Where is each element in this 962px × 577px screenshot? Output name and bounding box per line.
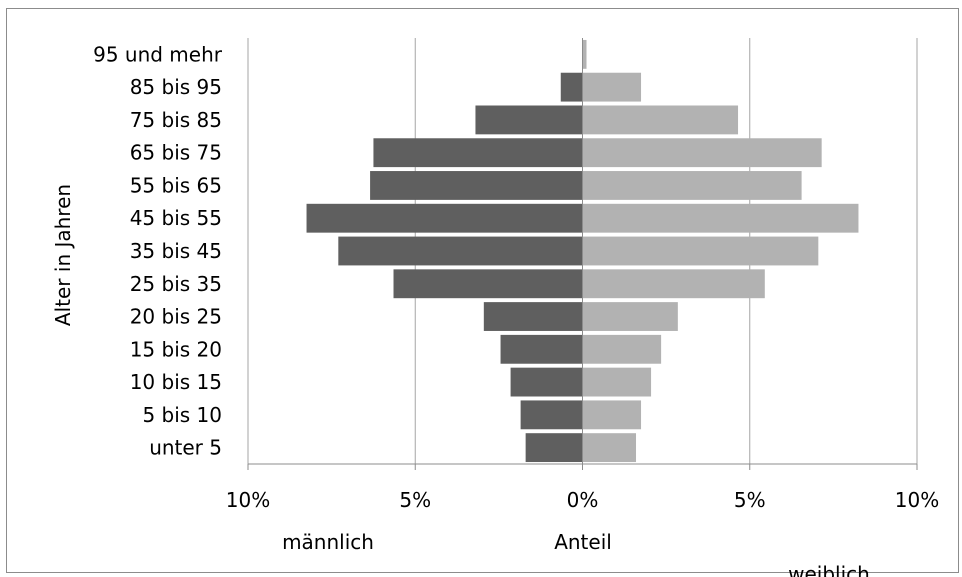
category-label-4: 20 bis 25 xyxy=(130,305,222,329)
x-tick-label-2: 0% xyxy=(567,488,599,512)
female-bar-4 xyxy=(582,302,678,331)
female-bar-10 xyxy=(582,105,739,135)
male-bar-10 xyxy=(475,105,583,135)
bars xyxy=(306,39,859,463)
category-label-2: 10 bis 15 xyxy=(130,370,222,394)
category-label-6: 35 bis 45 xyxy=(130,239,222,263)
male-bar-9 xyxy=(373,138,583,168)
x-tick-label-4: 10% xyxy=(895,488,939,512)
male-bar-11 xyxy=(560,72,583,102)
category-label-5: 25 bis 35 xyxy=(130,272,222,296)
male-bar-8 xyxy=(370,171,583,200)
category-label-10: 75 bis 85 xyxy=(130,108,222,132)
category-label-7: 45 bis 55 xyxy=(130,206,222,230)
male-bar-4 xyxy=(483,302,583,331)
female-bar-6 xyxy=(582,236,819,266)
x-axis-title: Anteil xyxy=(554,530,612,554)
axes xyxy=(247,38,918,470)
female-bar-9 xyxy=(582,138,822,168)
male-bar-1 xyxy=(520,400,583,430)
chart-frame xyxy=(6,8,959,573)
category-labels: unter 5 5 bis 10 10 bis 15 15 bis 20 20 bis … xyxy=(93,42,223,459)
male-bar-2 xyxy=(510,367,583,397)
category-label-3: 15 bis 20 xyxy=(130,337,222,361)
x-tick-label-0: 10% xyxy=(226,488,270,512)
tick-labels: 10% 5% 0% 5% 10% xyxy=(226,488,939,512)
x-tick-label-3: 5% xyxy=(734,488,766,512)
female-bar-3 xyxy=(582,334,662,364)
x-tick-label-1: 5% xyxy=(399,488,431,512)
category-label-1: 5 bis 10 xyxy=(142,403,222,427)
female-bar-0 xyxy=(582,433,637,463)
category-label-9: 65 bis 75 xyxy=(130,141,222,165)
female-bar-12 xyxy=(582,39,587,69)
male-bar-0 xyxy=(525,433,583,463)
female-bar-1 xyxy=(582,400,642,430)
category-label-0: unter 5 xyxy=(149,436,222,460)
female-bar-11 xyxy=(582,72,642,102)
female-bar-5 xyxy=(582,269,765,299)
male-bar-6 xyxy=(338,236,583,266)
category-label-8: 55 bis 65 xyxy=(130,173,222,197)
male-label: männlich xyxy=(282,530,374,554)
female-bar-7 xyxy=(582,203,859,233)
male-bar-3 xyxy=(500,334,583,364)
male-bar-5 xyxy=(393,269,583,299)
y-axis-title: Alter in Jahren xyxy=(51,184,75,326)
female-label: weiblich xyxy=(788,562,870,577)
category-label-12: 95 und mehr xyxy=(93,42,223,66)
female-bar-2 xyxy=(582,367,652,397)
category-label-11: 85 bis 95 xyxy=(130,75,222,99)
male-bar-7 xyxy=(306,203,583,233)
female-bar-8 xyxy=(582,171,802,200)
